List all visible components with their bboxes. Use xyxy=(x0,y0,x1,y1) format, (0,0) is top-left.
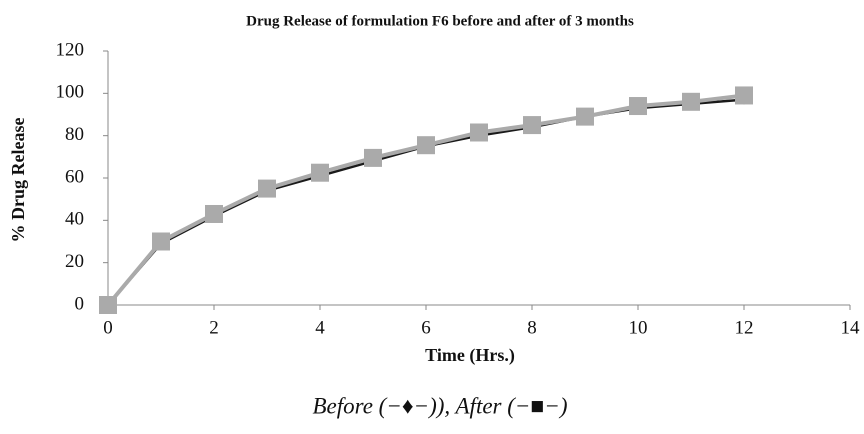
marker-square xyxy=(470,123,488,142)
marker-square xyxy=(311,163,329,182)
marker-square xyxy=(629,97,647,116)
x-axis-label: Time (Hrs.) xyxy=(425,345,515,366)
x-tick-label: 12 xyxy=(735,317,754,338)
x-tick-label: 14 xyxy=(841,317,861,338)
marker-square xyxy=(682,92,700,111)
y-tick-label: 60 xyxy=(65,166,84,187)
y-tick-label: 100 xyxy=(56,82,85,103)
marker-square xyxy=(735,86,753,105)
y-tick-label: 80 xyxy=(65,124,84,145)
x-tick-label: 0 xyxy=(103,317,113,338)
marker-square xyxy=(99,296,117,314)
y-tick-label: 0 xyxy=(75,293,85,314)
y-tick-label: 40 xyxy=(65,209,84,230)
chart-title: Drug Release of formulation F6 before an… xyxy=(246,13,634,29)
caption: Before (−♦−)), After (−■−) xyxy=(312,393,567,418)
marker-square xyxy=(417,136,435,155)
marker-square xyxy=(576,107,594,126)
x-tick-label: 10 xyxy=(629,317,648,338)
marker-square xyxy=(523,116,541,135)
x-tick-label: 6 xyxy=(421,317,431,338)
marker-square xyxy=(364,148,382,167)
marker-square xyxy=(258,179,276,198)
marker-square xyxy=(152,232,170,251)
x-tick-label: 8 xyxy=(527,317,537,338)
series-line xyxy=(106,93,745,307)
y-tick-label: 20 xyxy=(65,251,84,272)
y-axis-label: % Drug Release xyxy=(8,118,28,243)
series-line xyxy=(107,98,745,306)
marker-square xyxy=(205,204,223,223)
y-tick-label: 120 xyxy=(56,39,85,60)
x-tick-label: 2 xyxy=(209,317,219,338)
x-tick-label: 4 xyxy=(315,317,325,338)
